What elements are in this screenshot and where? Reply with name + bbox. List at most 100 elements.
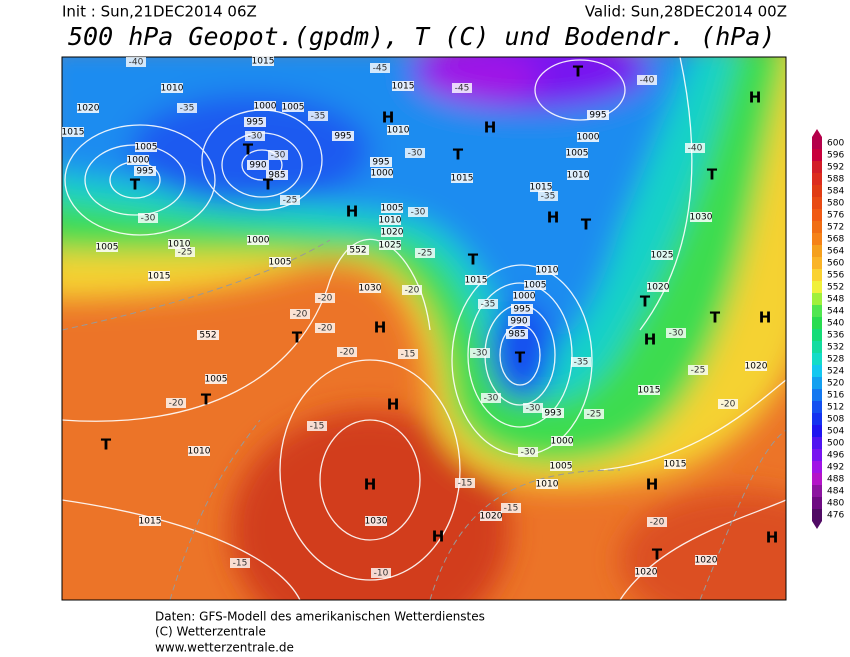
temperature-label-bg (398, 349, 418, 359)
temperature-label: -30 (484, 394, 499, 404)
pressure-center: H (364, 476, 377, 494)
map-frame (61, 56, 787, 601)
temperature-label: -35 (311, 112, 326, 122)
temperature-label: -25 (283, 196, 298, 206)
pressure-center: T (292, 329, 303, 347)
temperature-label-bg (315, 293, 335, 303)
colorbar-label: 500 (827, 439, 844, 449)
isobar-label: 985 (268, 171, 285, 181)
isobar-label: 1020 (381, 228, 404, 238)
colorbar-cell (812, 413, 822, 425)
colorbar-cell (812, 197, 822, 209)
colorbar-label: 508 (827, 415, 844, 425)
pressure-center: T (130, 176, 141, 194)
isobar-label-bg (542, 408, 564, 418)
temperature-label-bg (175, 247, 195, 257)
pressure-center: T (707, 166, 718, 184)
isobar-label-bg (359, 283, 381, 293)
isobar-label: 1005 (269, 258, 292, 268)
isobar-label-bg (252, 56, 274, 66)
isobar-label-bg (387, 125, 409, 135)
isobar-label-bg (254, 101, 276, 111)
colorbar-cell (812, 437, 822, 449)
isobar-label-bg (127, 155, 149, 165)
temperature-label-bg (280, 195, 300, 205)
colorbar-cell (812, 461, 822, 473)
temperature-label-bg (637, 75, 657, 85)
isobar-label-bg (347, 245, 369, 255)
isobar-label: 1005 (566, 149, 589, 159)
isobar-label-bg (695, 555, 717, 565)
colorbar-label: 480 (827, 499, 844, 509)
colorbar-cell (812, 245, 822, 257)
colorbar-cell (812, 329, 822, 341)
isobar-label-bg (392, 81, 414, 91)
footer-line: (C) Wetterzentrale (155, 625, 266, 639)
colorbar-label: 592 (827, 163, 844, 173)
map-title: 500 hPa Geopot.(gpdm), T (C) und Bodendr… (68, 22, 775, 51)
colorbar-label: 540 (827, 319, 844, 329)
isobar-label: 1010 (536, 266, 559, 276)
pressure-center: T (468, 251, 479, 269)
isobar-label-bg (379, 215, 401, 225)
isobar-label-bg (508, 316, 530, 326)
temperature-label-bg (230, 558, 250, 568)
colorbar-cell (812, 449, 822, 461)
pressure-center: T (101, 436, 112, 454)
temperature-label: -20 (318, 324, 333, 334)
temperature-label-bg (647, 517, 667, 527)
isobar-label: 1015 (664, 460, 687, 470)
temperature-label-bg (584, 409, 604, 419)
temperature-label-bg (177, 103, 197, 113)
isobar-label: 993 (544, 409, 561, 419)
isobar-label-bg (567, 170, 589, 180)
temperature-label-bg (337, 347, 357, 357)
temperature-label: -45 (373, 64, 388, 74)
temperature-label: -30 (521, 448, 536, 458)
isobar-label: 995 (589, 111, 606, 121)
colorbar-label: 560 (827, 259, 844, 269)
pressure-center: T (243, 141, 254, 159)
isobar-label-bg (566, 148, 588, 158)
isobar-label: 1030 (359, 284, 382, 294)
temperature-label: -30 (669, 329, 684, 339)
colorbar-label: 552 (827, 283, 844, 293)
temperature-label: -40 (688, 144, 703, 154)
pressure-center: H (547, 209, 560, 227)
isobar-label: 1005 (282, 103, 305, 113)
isobar-label-bg (370, 157, 392, 167)
colorbar-cell (812, 425, 822, 437)
temperature-label-bg (408, 207, 428, 217)
isobar-label: 1015 (451, 174, 474, 184)
isobar-label: 1020 (77, 104, 100, 114)
isobar-label: 995 (334, 132, 351, 142)
colorbar-cell (812, 473, 822, 485)
colorbar-label: 580 (827, 199, 844, 209)
isobar-label: 1015 (62, 128, 85, 138)
pressure-center: H (646, 476, 659, 494)
isobar-label-bg (247, 235, 269, 245)
colorbar-label: 524 (827, 367, 844, 377)
isobar-label-bg (168, 239, 190, 249)
isobar-label: 1005 (205, 375, 228, 385)
temperature-label: -20 (340, 348, 355, 358)
isobar-label-bg (651, 250, 673, 260)
temperature-label-bg (315, 323, 335, 333)
isobar-label: 1015 (139, 517, 162, 527)
colorbar-label: 564 (827, 247, 844, 257)
isobar-label-bg (690, 212, 712, 222)
temperature-label: -10 (374, 569, 389, 579)
isobar-label: 1025 (379, 241, 402, 251)
isobar-label-bg (365, 516, 387, 526)
temperature-label: -25 (587, 410, 602, 420)
isobar-label: 1015 (530, 183, 553, 193)
isobar-label: 1000 (551, 437, 574, 447)
temperature-label-bg (455, 478, 475, 488)
colorbar-label: 516 (827, 391, 844, 401)
temperature-label-bg (307, 421, 327, 431)
temperature-label: -45 (455, 84, 470, 94)
colorbar-label: 528 (827, 355, 844, 365)
colorbar-label: 576 (827, 211, 844, 221)
colorbar-cap (812, 129, 822, 137)
temperature-label-bg (290, 309, 310, 319)
